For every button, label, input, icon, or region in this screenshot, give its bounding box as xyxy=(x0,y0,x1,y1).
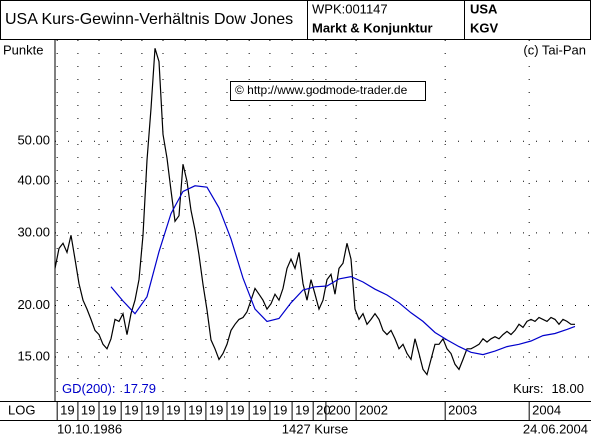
x-tick-label: 19 xyxy=(252,402,266,417)
x-tick-label: 19 xyxy=(145,402,159,417)
x-tick-label: 19 xyxy=(295,402,309,417)
x-tick-label: 19 xyxy=(209,402,223,417)
indicator: KGV xyxy=(470,20,499,35)
info-box xyxy=(307,0,465,40)
series-line xyxy=(110,185,576,356)
readout-value: 18.00 xyxy=(551,381,584,396)
x-tick-label: 19 xyxy=(230,402,244,417)
chart-title: USA Kurs-Gewinn-Verhältnis Dow Jones xyxy=(5,11,293,28)
x-tick-label: 2002 xyxy=(359,402,388,417)
series-line xyxy=(54,48,575,376)
y-tick-label: 50.00 xyxy=(17,133,50,148)
count-label: 1427 Kurse xyxy=(282,421,349,436)
x-tick-label: 19 xyxy=(188,402,202,417)
x-tick-label: 19 xyxy=(102,402,116,417)
category: Markt & Konjunktur xyxy=(312,20,433,35)
scale-label: LOG xyxy=(8,402,35,417)
copyright: (c) Tai-Pan xyxy=(523,42,586,57)
current-readout: GD(200): 17.79 xyxy=(62,381,156,396)
x-tick-label: 19 xyxy=(273,402,287,417)
x-tick-label: 2003 xyxy=(448,402,477,417)
y-tick-label: 15.00 xyxy=(17,348,50,363)
x-tick-label: 19 xyxy=(166,402,180,417)
watermark-box xyxy=(230,81,426,101)
x-tick-label: 19 xyxy=(60,402,74,417)
watermark: © http://www.godmode-trader.de xyxy=(235,83,408,97)
info-box xyxy=(464,0,591,40)
start-date: 10.10.1986 xyxy=(57,421,122,436)
x-tick-label: 19 xyxy=(124,402,138,417)
current-readout: Kurs: 18.00 xyxy=(513,381,584,396)
y-axis-label: Punkte xyxy=(3,42,43,57)
wpk: WPK:001147 xyxy=(312,1,388,16)
x-tick-label: 19 xyxy=(81,402,95,417)
title-box xyxy=(0,0,308,40)
country: USA xyxy=(470,1,498,16)
y-tick-label: 30.00 xyxy=(17,224,50,239)
readout-name: Kurs: xyxy=(513,381,543,396)
y-tick-label: 20.00 xyxy=(17,297,50,312)
x-tick-label: 2004 xyxy=(532,402,561,417)
end-date: 24.06.2004 xyxy=(523,421,588,436)
x-tick-label: 20 xyxy=(316,402,330,417)
readout-value: 17.79 xyxy=(123,381,156,396)
readout-name: GD(200): xyxy=(62,381,115,396)
x-tick-label: 200 xyxy=(329,402,351,417)
y-tick-label: 40.00 xyxy=(17,173,50,188)
